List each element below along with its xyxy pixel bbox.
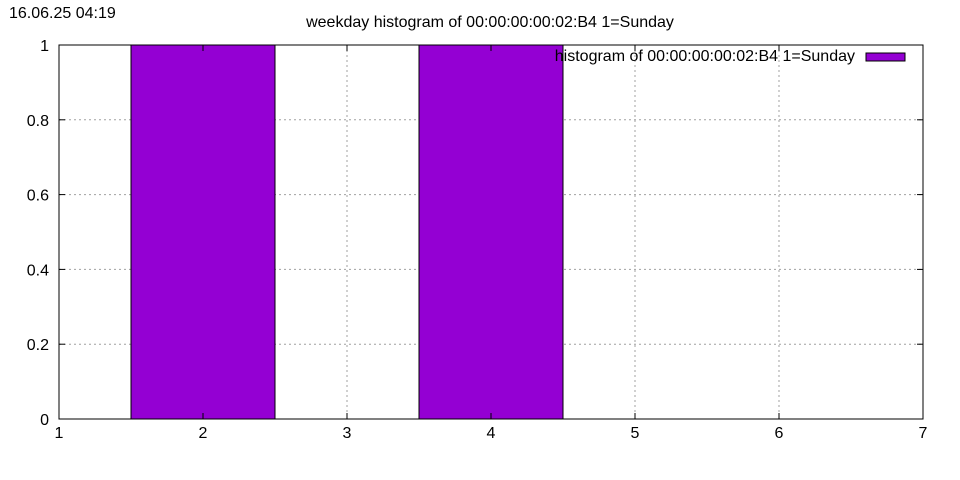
x-tick-label: 1: [55, 425, 64, 442]
y-tick-label: 1: [40, 38, 49, 55]
x-tick-label: 2: [199, 425, 208, 442]
legend-swatch: [865, 52, 906, 62]
x-tick-label: 5: [631, 425, 640, 442]
x-tick-label: 3: [343, 425, 352, 442]
x-tick-label: 6: [775, 425, 784, 442]
y-tick-labels: 0 0.2 0.4 0.6 0.8 1: [27, 38, 49, 429]
x-tick-labels: 1 2 3 4 5 6 7: [55, 425, 928, 442]
chart-title: weekday histogram of 00:00:00:00:02:B4 1…: [305, 14, 674, 31]
legend: histogram of 00:00:00:00:02:B4 1=Sunday: [555, 48, 906, 65]
x-tick-label: 4: [487, 425, 496, 442]
plot-border: [58, 44, 924, 420]
y-tick-label: 0.2: [27, 337, 49, 354]
bar: [418, 44, 564, 420]
x-tick-label: 7: [919, 425, 928, 442]
y-tick-label: 0: [40, 412, 49, 429]
y-tick-label: 0.6: [27, 188, 49, 205]
legend-label: histogram of 00:00:00:00:02:B4 1=Sunday: [555, 48, 855, 65]
bars: [130, 44, 564, 420]
y-tick-label: 0.8: [27, 113, 49, 130]
timestamp-label: 16.06.25 04:19: [9, 5, 116, 22]
bar: [130, 44, 276, 420]
y-tick-label: 0.4: [27, 262, 49, 279]
